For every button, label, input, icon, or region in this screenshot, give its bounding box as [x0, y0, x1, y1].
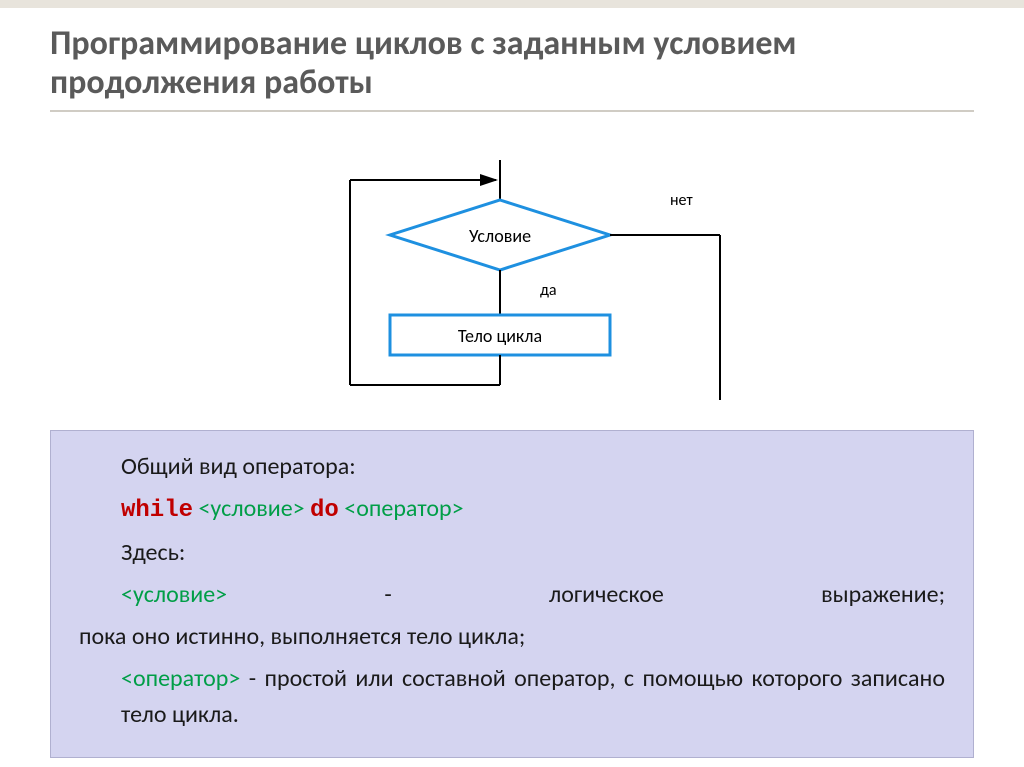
op-def-rest: - простой или составной оператор, с помо… [121, 664, 945, 729]
title-underline [50, 110, 974, 112]
condition-label: Условие [469, 225, 531, 247]
info-operator-form: while <условие> do <оператор> [79, 491, 945, 529]
body-label: Тело цикла [458, 325, 542, 347]
op-def-angle: <оператор> [121, 664, 240, 693]
cond-def-left: <условие> [121, 577, 227, 613]
yes-label: да [540, 281, 557, 300]
info-op-def: <оператор> - простой или составной опера… [79, 661, 945, 733]
condition-angle: <условие> [198, 494, 304, 523]
no-label: нет [670, 191, 693, 210]
do-keyword: do [310, 497, 339, 524]
info-cond-def-row: <условие> - логическое выражение; [79, 577, 945, 613]
slide-top-border [0, 0, 1024, 8]
slide-title: Программирование циклов с заданным услов… [50, 24, 974, 102]
info-line-general: Общий вид оператора: [79, 449, 945, 485]
cond-def-right1: логическое [549, 577, 664, 613]
flowchart-diagram: Условие нет да Тело цикла [300, 150, 800, 410]
operator-angle: <оператор> [344, 494, 463, 523]
info-cond-def-line2: пока оно истинно, выполняется тело цикла… [79, 619, 945, 655]
while-keyword: while [121, 497, 193, 524]
cond-def-right2: выражение; [821, 577, 945, 613]
info-here: Здесь: [79, 535, 945, 571]
flowchart-svg: Условие нет да Тело цикла [300, 150, 800, 410]
cond-def-mid: - [384, 577, 391, 613]
info-box: Общий вид оператора: while <условие> do … [50, 430, 974, 758]
